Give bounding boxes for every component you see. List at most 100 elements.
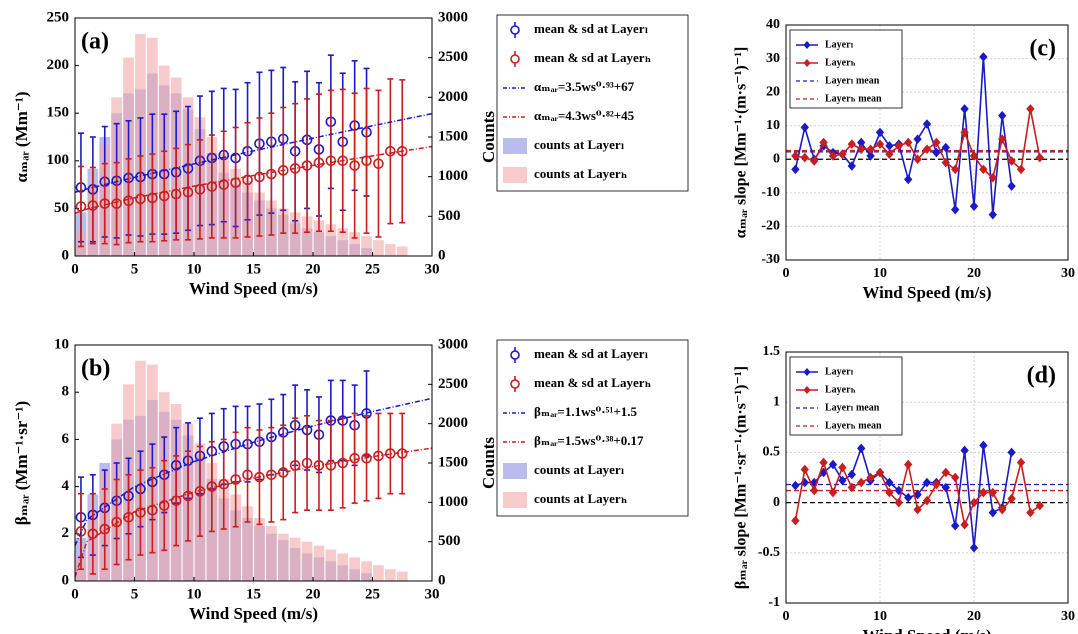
diamond-marker: [1016, 457, 1026, 468]
y-tick-label: 250: [47, 9, 70, 25]
legend-label: mean & sd at Layerₗ: [534, 346, 648, 361]
diamond-marker: [838, 462, 847, 473]
y2-tick-label: 2000: [438, 415, 468, 431]
error-bar: [373, 89, 384, 238]
diamond-marker: [847, 469, 856, 480]
x-tick-label: 30: [1061, 609, 1075, 624]
diamond-marker: [960, 104, 969, 114]
count-bar: [254, 518, 265, 581]
diamond-marker: [941, 467, 950, 478]
diamond-marker: [988, 209, 997, 220]
error-bar: [218, 130, 230, 239]
mean-marker: [135, 193, 146, 205]
mean-marker: [325, 460, 337, 471]
x-tick-label: 30: [425, 586, 440, 602]
x-tick-label: 25: [365, 261, 380, 277]
mean-marker: [385, 145, 396, 157]
mean-marker: [182, 490, 194, 502]
error-bar: [242, 121, 253, 238]
mean-marker: [230, 474, 241, 485]
error-bar: [75, 165, 87, 248]
diamond-marker: [960, 445, 969, 456]
y2-tick-label: 0: [438, 247, 446, 263]
diamond-marker: [810, 156, 819, 166]
y-tick-label: 100: [47, 152, 70, 168]
count-bar: [289, 537, 301, 581]
diamond-marker: [922, 495, 932, 506]
legend-symbol: [803, 386, 811, 394]
y-tick-label: 6: [62, 431, 70, 447]
y2-tick-label: 2000: [438, 89, 468, 105]
diamond-marker: [998, 504, 1007, 515]
legend-label: αₘₐᵣ=4.3ws⁰·⁸²+45: [534, 108, 635, 123]
panel-label: (c): [1029, 36, 1056, 62]
x-tick-label: 20: [967, 609, 981, 624]
legend-label: Layerₗ mean: [825, 75, 880, 86]
diamond-marker: [800, 122, 809, 133]
y2-tick-label: 2500: [438, 49, 468, 65]
diamond-marker: [979, 52, 988, 62]
diamond-marker: [904, 459, 913, 470]
error-bar: [266, 426, 277, 523]
legend-label: Layerₕ mean: [825, 420, 882, 431]
error-bar: [206, 440, 218, 533]
legend: mean & sd at Layerₗ mean & sd at Layerₕ αₘ…: [496, 14, 689, 192]
mean-marker: [99, 523, 111, 535]
diamond-marker: [800, 152, 809, 163]
y2-tick-label: 1000: [438, 168, 468, 184]
diamond-marker: [810, 485, 819, 496]
diamond-marker: [838, 475, 847, 486]
diamond-marker: [847, 161, 856, 171]
error-bar: [182, 143, 194, 241]
y-tick-label: 8: [62, 384, 70, 400]
legend-label: βₘₐᵣ=1.1ws⁰·⁵¹+1.5: [534, 404, 638, 419]
diamond-marker: [998, 134, 1007, 144]
mean-marker: [337, 155, 349, 167]
legend-label: mean & sd at Layerₕ: [534, 50, 651, 65]
diamond-marker: [941, 482, 950, 493]
diamond-marker: [875, 467, 885, 478]
x-tick-label: 0: [783, 266, 790, 281]
x-tick-label: 30: [425, 261, 440, 277]
y-axis-label: αₘₐᵣ (Mm⁻¹): [12, 91, 31, 182]
mean-marker: [373, 158, 384, 169]
legend-label: Layerₗ mean: [825, 402, 880, 413]
mean-marker: [266, 168, 277, 180]
diamond-marker: [791, 151, 800, 161]
legend: Layerₗ Layerₕ Layerₗ mean Layerₕ mean: [789, 356, 903, 436]
diamond-marker: [941, 142, 950, 153]
count-bar: [396, 571, 408, 581]
diamond-marker: [960, 127, 969, 138]
y-tick-label: 0.5: [763, 445, 781, 460]
diamond-marker: [979, 487, 988, 498]
diamond-marker: [922, 477, 932, 488]
mean-marker: [111, 198, 122, 209]
error-bar: [361, 87, 372, 234]
diamond-marker: [838, 149, 847, 160]
mean-marker: [254, 171, 265, 183]
diamond-marker: [1035, 152, 1044, 163]
y2-tick-label: 3000: [438, 9, 468, 25]
legend-label: counts at Layerₗ: [534, 137, 625, 152]
y-tick-label: 10: [54, 336, 69, 352]
error-bar: [325, 419, 337, 512]
diamond-marker: [969, 497, 979, 508]
x-tick-label: 5: [131, 261, 139, 277]
error-bar: [289, 417, 301, 514]
y-tick-label: -1: [768, 595, 780, 610]
legend-label: Layerₕ mean: [825, 93, 882, 104]
diamond-marker: [913, 154, 922, 165]
y-tick-label: 40: [766, 17, 780, 32]
count-bar: [349, 232, 361, 256]
diamond-marker: [913, 489, 922, 500]
mean-marker: [289, 460, 301, 471]
error-bar: [266, 112, 277, 236]
count-bar: [301, 216, 313, 256]
diamond-marker: [941, 157, 950, 168]
legend-label: Layerₗ: [825, 39, 854, 50]
diamond-marker: [875, 127, 885, 138]
y-tick-label: 50: [54, 200, 69, 216]
diamond-marker: [791, 164, 800, 175]
legend-label: mean & sd at Layerₗ: [534, 21, 648, 36]
x-tick-label: 10: [187, 261, 202, 277]
